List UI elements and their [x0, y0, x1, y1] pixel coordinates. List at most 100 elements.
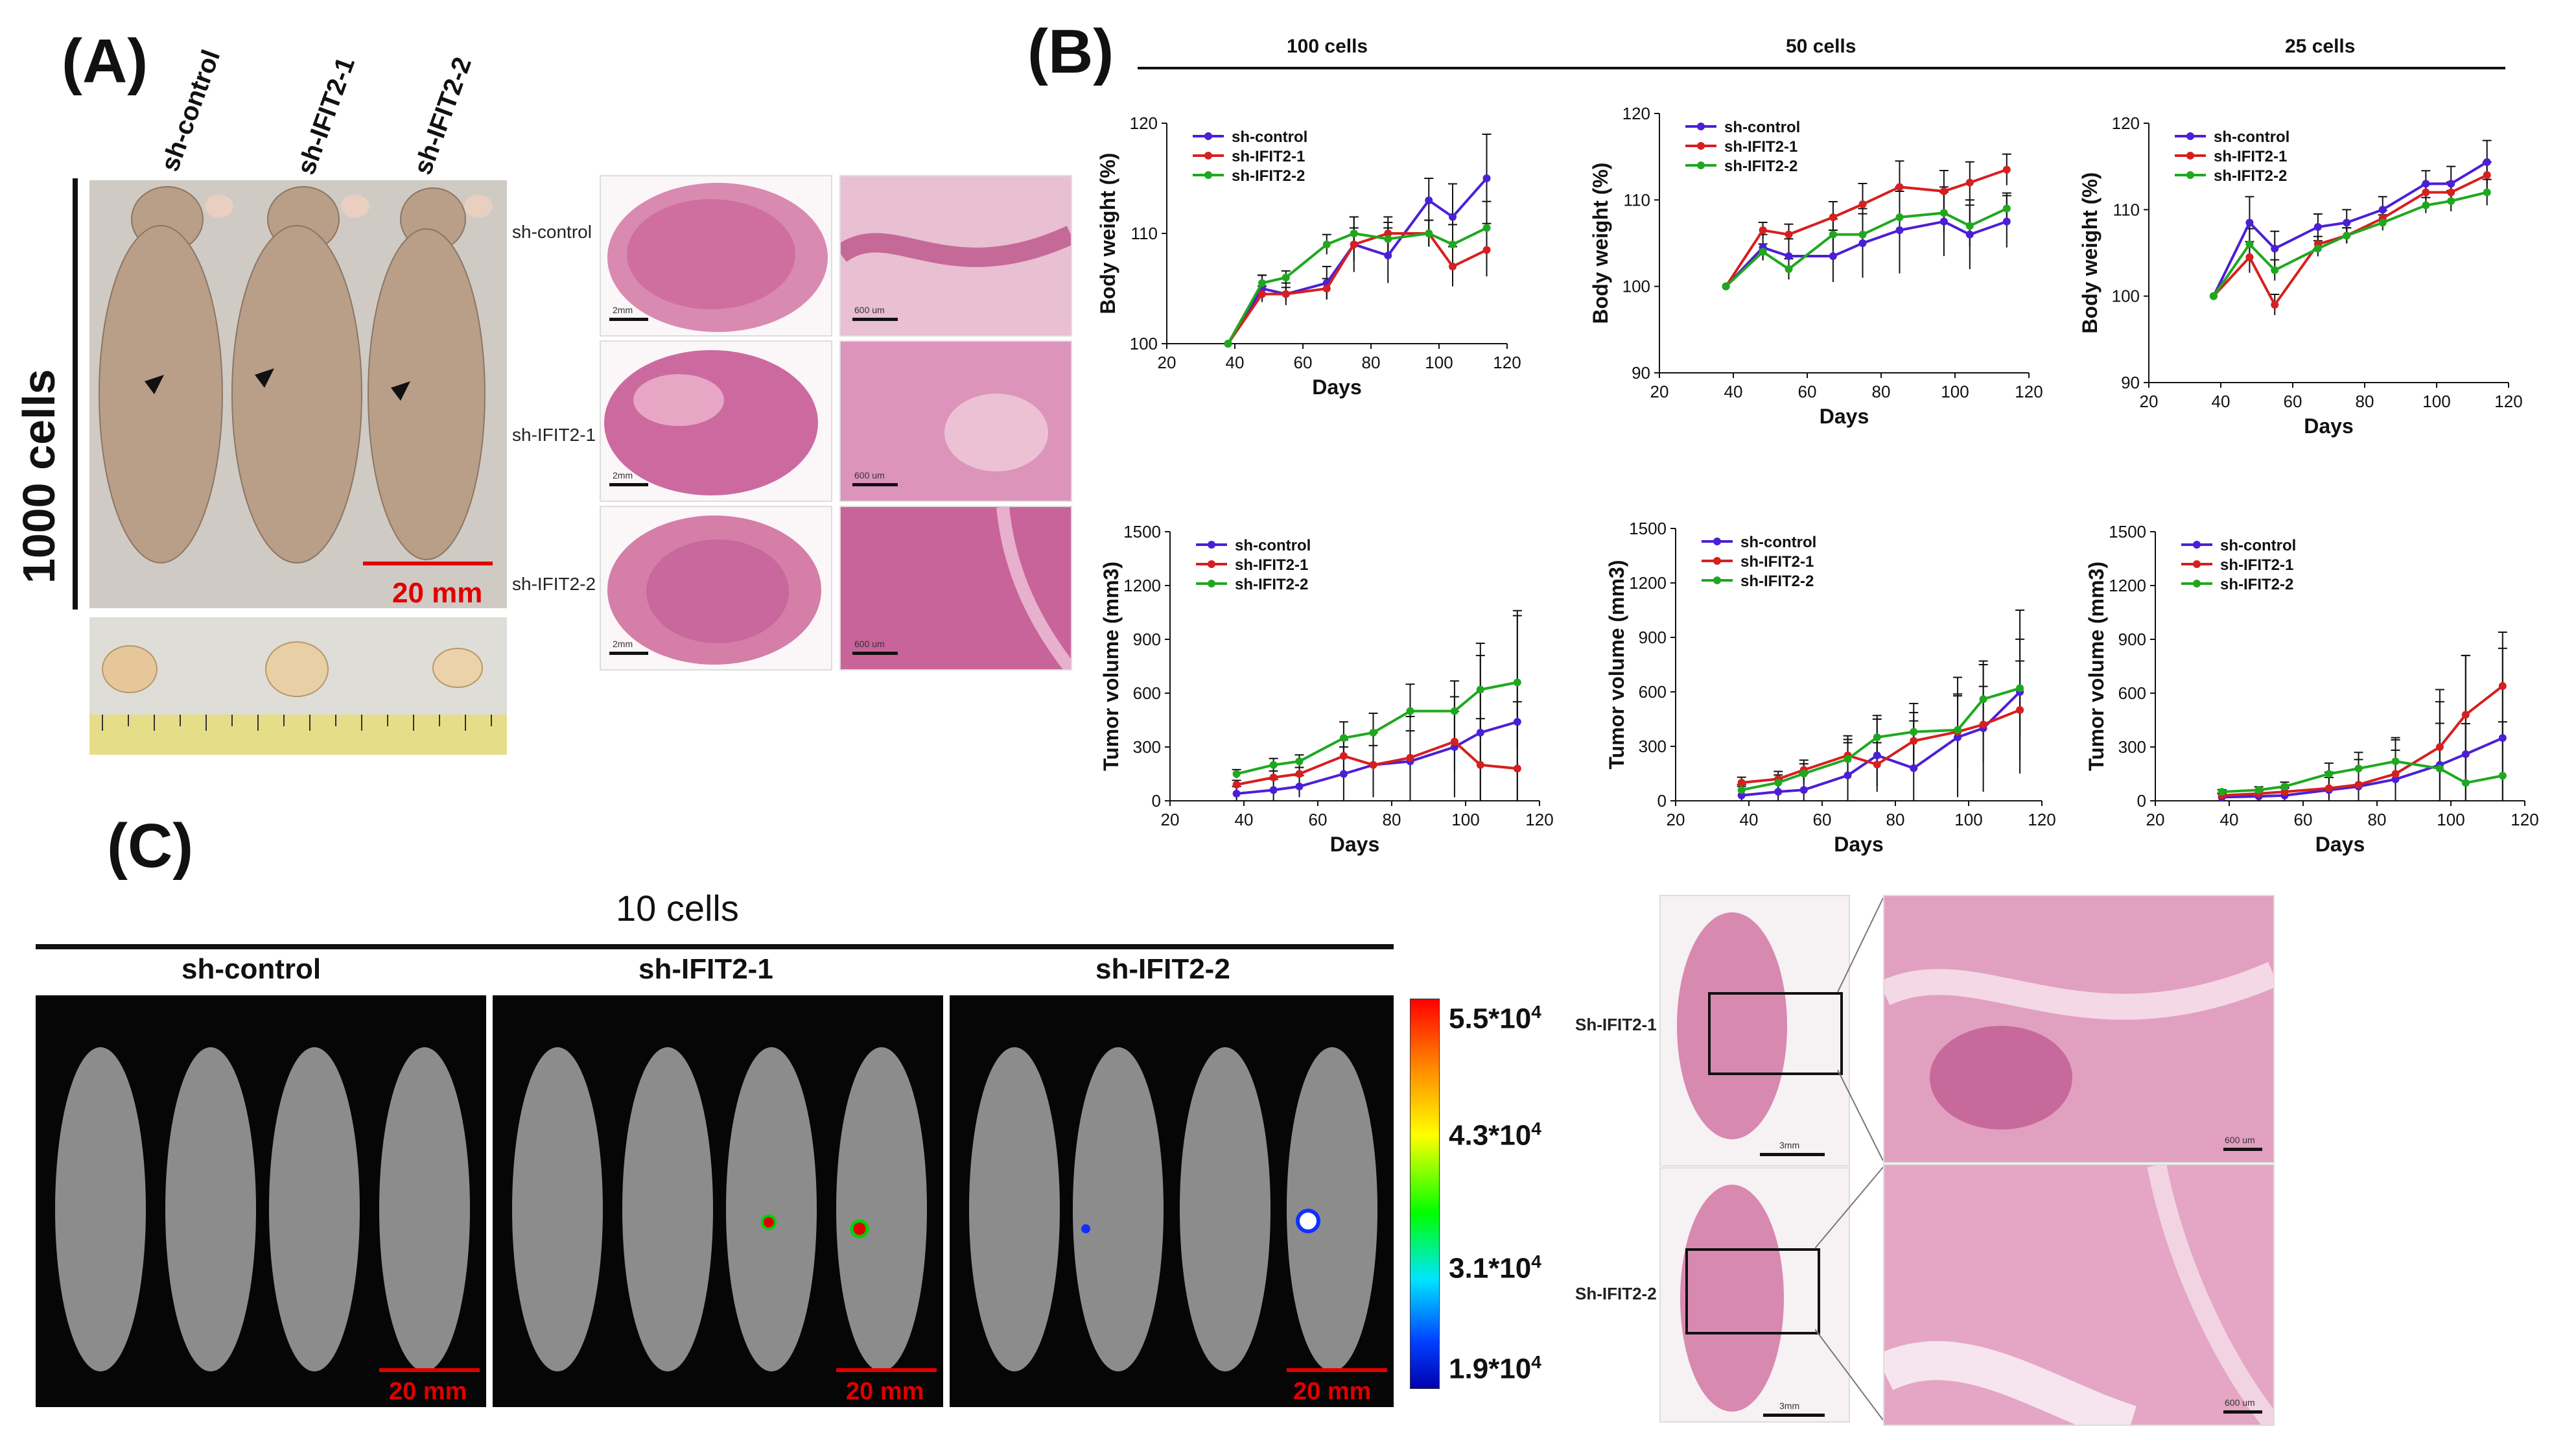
colorbar-value: 4.3*10: [1449, 1119, 1532, 1152]
colorbar-value: 3.1*10: [1449, 1252, 1532, 1285]
legend-label: sh-control: [1235, 537, 1311, 554]
y-tick-label: 900: [1133, 630, 1161, 649]
y-tick-label: 300: [1133, 737, 1161, 757]
y-tick-label: 0: [1657, 791, 1667, 811]
data-point: [1282, 290, 1290, 298]
y-axis-label: Body weight (%): [1096, 153, 1119, 314]
colorbar-min-label: 1.9*104: [1449, 1352, 1541, 1386]
legend-marker: [2186, 152, 2194, 160]
data-point: [1979, 695, 1987, 704]
legend-label: sh-IFIT2-2: [1740, 573, 1814, 590]
data-point: [1482, 224, 1491, 232]
tissue-illustration: [601, 507, 831, 669]
panel-a-scale-label: 20 mm: [392, 577, 483, 609]
legend-marker: [2186, 171, 2194, 179]
x-tick-label: 60: [1309, 810, 1328, 829]
panel-c-label: (C): [107, 811, 194, 881]
panel-a-label: (A): [62, 27, 148, 96]
y-tick-label: 600: [2118, 683, 2146, 703]
panel-a-divider: [73, 178, 78, 610]
data-point: [1774, 779, 1783, 787]
x-tick-label: 20: [1650, 382, 1669, 401]
x-tick-label: 40: [1724, 382, 1743, 401]
x-tick-label: 60: [1798, 382, 1817, 401]
legend-marker: [1697, 142, 1705, 150]
data-point: [1939, 217, 1948, 226]
x-axis-label: Days: [1312, 375, 1362, 399]
colorbar-value: 1.9*10: [1449, 1353, 1532, 1385]
legend-label: sh-IFIT2-2: [1232, 167, 1305, 185]
legend-marker: [2193, 580, 2201, 587]
x-tick-label: 40: [1226, 353, 1245, 372]
data-point: [1282, 274, 1290, 281]
data-point: [1322, 285, 1331, 292]
legend-marker: [1204, 171, 1212, 179]
bli-scale-label: 20 mm: [1293, 1378, 1372, 1405]
data-point: [2483, 188, 2491, 196]
data-point: [2002, 165, 2011, 174]
data-point: [2002, 217, 2011, 226]
data-point: [2447, 188, 2455, 196]
y-axis-label: Body weight (%): [2078, 172, 2102, 334]
data-point: [1910, 737, 1918, 745]
data-point: [2422, 201, 2430, 209]
histology-section: [600, 175, 832, 337]
histo-scale-bar: [2223, 1148, 2262, 1151]
bli-group-title: sh-IFIT2-2: [1095, 953, 1230, 985]
data-point: [1829, 213, 1837, 221]
x-tick-label: 40: [1235, 810, 1254, 829]
histo-scale-text: 600 um: [2225, 1135, 2255, 1145]
data-point: [2209, 292, 2218, 300]
data-point: [1910, 728, 1918, 736]
x-tick-label: 100: [1954, 810, 1982, 829]
series-line: [1741, 709, 2020, 784]
data-point: [1258, 290, 1266, 298]
data-point: [1476, 761, 1484, 769]
panel-c-title: 10 cells: [616, 888, 739, 929]
histology-zoom: [1883, 1164, 2275, 1426]
x-tick-label: 80: [1362, 353, 1381, 372]
data-point: [2483, 158, 2491, 166]
data-point: [1844, 771, 1852, 779]
y-axis-label: Tumor volume (mm3): [1605, 560, 1628, 770]
data-point: [1269, 786, 1278, 794]
legend-marker: [1713, 538, 1721, 545]
data-point: [1384, 252, 1392, 259]
colorbar-value: 5.5*10: [1449, 1002, 1532, 1035]
zoom-box: [1685, 1248, 1820, 1334]
y-tick-label: 600: [1133, 683, 1161, 703]
histology-section: [839, 506, 1072, 670]
dose-header: 100 cells: [1287, 36, 1368, 57]
histo-scale-text: 3mm: [1779, 1140, 1800, 1150]
x-tick-label: 100: [1451, 810, 1479, 829]
legend-marker: [1713, 557, 1721, 565]
data-point: [2343, 231, 2351, 240]
data-point: [1425, 230, 1433, 237]
tissue-illustration: [1884, 896, 2273, 1162]
data-point: [1269, 761, 1278, 769]
data-point: [1232, 781, 1241, 789]
data-point: [2435, 743, 2444, 751]
legend-label: sh-control: [1724, 119, 1800, 136]
x-axis-label: Days: [2304, 414, 2354, 438]
bli-scale-bar: [379, 1368, 480, 1372]
legend-label: sh-control: [1740, 534, 1816, 551]
legend-marker: [1204, 132, 1212, 140]
data-point: [1737, 779, 1746, 787]
y-tick-label: 120: [2112, 113, 2140, 133]
data-point: [2378, 219, 2387, 227]
legend-label: sh-IFIT2-2: [1724, 158, 1797, 175]
series-line: [1741, 687, 2020, 792]
bli-group-title: sh-control: [181, 953, 322, 985]
data-point: [1350, 230, 1358, 237]
y-tick-label: 600: [1639, 682, 1667, 702]
y-axis-label: Tumor volume (mm3): [1099, 562, 1123, 771]
data-point: [1785, 252, 1793, 260]
legend-label: sh-IFIT2-1: [1724, 138, 1797, 156]
dose-header: 50 cells: [1786, 36, 1856, 57]
data-point: [1450, 707, 1458, 715]
data-point: [1737, 791, 1746, 800]
tissue-illustration: [1677, 912, 1787, 1139]
data-point: [1965, 222, 1974, 230]
data-point: [1785, 230, 1793, 239]
